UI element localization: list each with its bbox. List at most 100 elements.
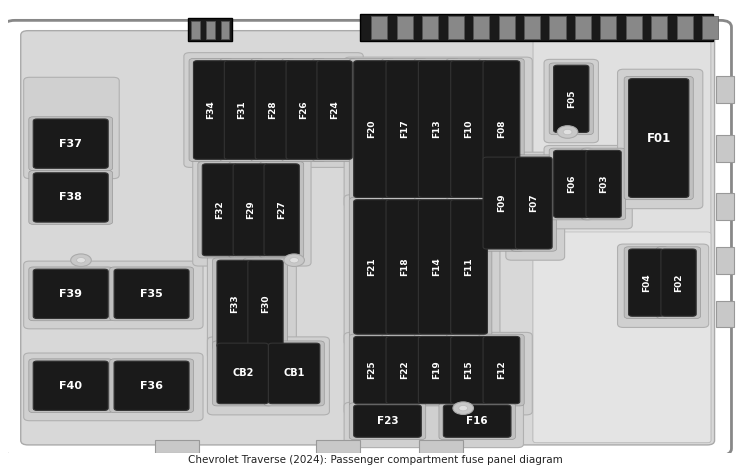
Text: CB1: CB1	[284, 368, 304, 378]
Bar	[574, 16, 591, 39]
Text: CB2: CB2	[232, 368, 254, 378]
FancyBboxPatch shape	[446, 334, 492, 406]
FancyBboxPatch shape	[446, 198, 492, 336]
FancyBboxPatch shape	[533, 232, 711, 443]
FancyBboxPatch shape	[478, 334, 524, 406]
Text: F07: F07	[530, 194, 538, 212]
FancyBboxPatch shape	[28, 170, 112, 224]
Bar	[191, 21, 200, 39]
FancyBboxPatch shape	[451, 200, 488, 334]
FancyBboxPatch shape	[544, 145, 632, 229]
Circle shape	[563, 129, 572, 134]
FancyBboxPatch shape	[114, 269, 189, 318]
Bar	[550, 16, 566, 39]
FancyBboxPatch shape	[248, 260, 284, 347]
FancyBboxPatch shape	[198, 162, 242, 258]
FancyBboxPatch shape	[224, 61, 260, 159]
Text: F35: F35	[140, 289, 163, 299]
Text: F06: F06	[567, 175, 576, 193]
FancyBboxPatch shape	[344, 403, 524, 447]
Text: F12: F12	[497, 361, 506, 379]
FancyBboxPatch shape	[414, 198, 460, 336]
Text: F17: F17	[400, 120, 409, 138]
FancyBboxPatch shape	[184, 53, 363, 167]
FancyBboxPatch shape	[549, 148, 593, 220]
Bar	[220, 21, 230, 39]
Bar	[716, 134, 734, 162]
FancyBboxPatch shape	[114, 361, 189, 410]
Text: F09: F09	[497, 194, 506, 212]
Circle shape	[290, 257, 298, 263]
Text: F27: F27	[278, 200, 286, 219]
FancyBboxPatch shape	[386, 336, 423, 403]
FancyBboxPatch shape	[624, 77, 693, 200]
Text: F21: F21	[368, 258, 376, 276]
FancyBboxPatch shape	[350, 198, 394, 336]
Text: F11: F11	[464, 258, 473, 276]
FancyBboxPatch shape	[202, 164, 238, 256]
FancyBboxPatch shape	[212, 258, 256, 350]
Text: F19: F19	[432, 361, 441, 379]
FancyBboxPatch shape	[260, 162, 304, 258]
FancyBboxPatch shape	[586, 150, 621, 218]
FancyBboxPatch shape	[24, 353, 203, 421]
FancyBboxPatch shape	[439, 403, 515, 439]
Circle shape	[284, 254, 304, 267]
FancyBboxPatch shape	[282, 58, 326, 162]
Bar	[473, 16, 489, 39]
Bar	[716, 77, 734, 103]
FancyBboxPatch shape	[554, 65, 589, 133]
FancyBboxPatch shape	[419, 200, 455, 334]
Text: F25: F25	[368, 361, 376, 379]
FancyBboxPatch shape	[511, 155, 556, 251]
Text: Chevrolet Traverse (2024): Passenger compartment fuse panel diagram: Chevrolet Traverse (2024): Passenger com…	[188, 455, 562, 465]
Text: F22: F22	[400, 361, 409, 379]
Text: F20: F20	[368, 120, 376, 138]
Circle shape	[453, 402, 473, 414]
FancyBboxPatch shape	[344, 57, 532, 208]
Circle shape	[557, 126, 578, 138]
FancyBboxPatch shape	[217, 343, 268, 403]
FancyBboxPatch shape	[194, 61, 229, 159]
FancyBboxPatch shape	[628, 249, 664, 316]
FancyBboxPatch shape	[617, 69, 703, 209]
FancyBboxPatch shape	[313, 58, 357, 162]
Text: F28: F28	[268, 101, 278, 120]
FancyBboxPatch shape	[382, 198, 427, 336]
Circle shape	[70, 254, 92, 267]
FancyBboxPatch shape	[386, 61, 423, 198]
Text: F29: F29	[246, 200, 255, 219]
FancyBboxPatch shape	[354, 200, 391, 334]
FancyBboxPatch shape	[255, 61, 290, 159]
Text: F30: F30	[261, 295, 270, 313]
Text: F14: F14	[432, 258, 441, 276]
FancyBboxPatch shape	[344, 333, 532, 415]
Text: F32: F32	[215, 200, 224, 219]
Bar	[716, 247, 734, 274]
FancyBboxPatch shape	[189, 58, 233, 162]
FancyBboxPatch shape	[478, 155, 524, 251]
FancyBboxPatch shape	[382, 334, 427, 406]
Text: F38: F38	[59, 192, 82, 203]
FancyBboxPatch shape	[451, 61, 488, 198]
FancyBboxPatch shape	[661, 249, 696, 316]
FancyBboxPatch shape	[28, 359, 112, 413]
FancyBboxPatch shape	[628, 78, 688, 198]
FancyBboxPatch shape	[350, 334, 394, 406]
Bar	[716, 193, 734, 220]
Bar	[422, 16, 439, 39]
FancyBboxPatch shape	[24, 261, 203, 329]
Bar	[448, 16, 464, 39]
FancyBboxPatch shape	[419, 336, 455, 403]
FancyBboxPatch shape	[21, 31, 715, 445]
Text: F24: F24	[330, 101, 339, 120]
FancyBboxPatch shape	[110, 359, 194, 413]
FancyBboxPatch shape	[208, 255, 296, 359]
Text: F13: F13	[432, 120, 441, 138]
FancyBboxPatch shape	[478, 58, 524, 200]
FancyBboxPatch shape	[268, 343, 320, 403]
Text: F34: F34	[206, 101, 215, 120]
FancyBboxPatch shape	[350, 58, 394, 200]
FancyBboxPatch shape	[549, 63, 593, 134]
FancyBboxPatch shape	[212, 341, 273, 406]
